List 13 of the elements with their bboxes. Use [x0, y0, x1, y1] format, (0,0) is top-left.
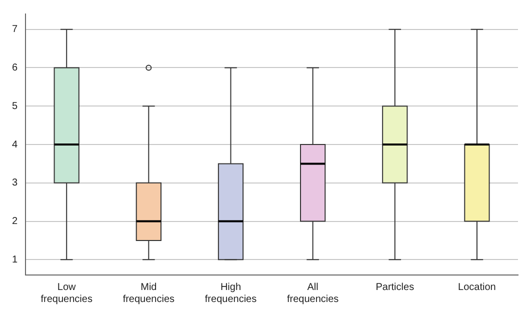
y-tick-label: 1: [12, 254, 18, 266]
y-tick-label: 6: [12, 62, 18, 74]
x-tick-label: All frequencies: [286, 282, 339, 305]
x-tick-label: Particles: [376, 282, 414, 293]
x-tick-label: Mid frequencies: [122, 282, 175, 305]
y-tick-label: 2: [12, 216, 18, 228]
x-tick-label: Low frequencies: [40, 282, 92, 305]
y-tick-label: 4: [12, 139, 18, 150]
y-tick-label: 5: [12, 100, 18, 112]
x-tick-label: Location: [458, 282, 496, 293]
y-tick-label: 3: [12, 178, 18, 189]
y-tick-label: 7: [12, 24, 18, 36]
x-tick-label: High frequencies: [204, 282, 257, 305]
